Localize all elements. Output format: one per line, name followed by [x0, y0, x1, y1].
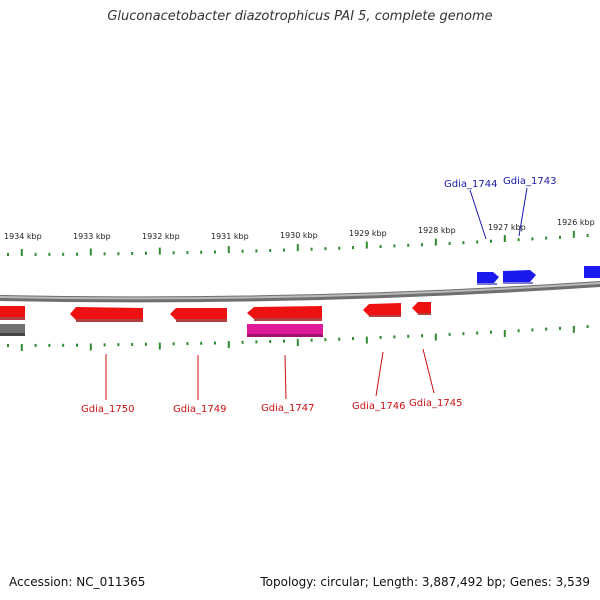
tick-labels: 1934 kbp 1933 kbp 1932 kbp 1931 kbp 1930… [4, 218, 595, 241]
leader-gdia-1744 [469, 189, 487, 240]
feature-magenta-shadow [247, 334, 323, 337]
gene-labels: Gdia_1744 Gdia_1743 Gdia_1750 Gdia_1749 … [81, 176, 556, 415]
feature-magenta[interactable] [247, 324, 323, 335]
gene-gdia-1744-shadow [477, 283, 497, 285]
label-gdia-1745[interactable]: Gdia_1745 [409, 398, 462, 409]
gene-reverse-edge[interactable] [0, 306, 25, 318]
gene-gdia-1750[interactable] [70, 307, 143, 320]
map-title: Gluconacetobacter diazotrophicus PAI 5, … [107, 9, 493, 24]
gene-forward-edge[interactable] [584, 266, 600, 278]
tick-label-1926: 1926 kbp [557, 218, 595, 227]
label-gdia-1746[interactable]: Gdia_1746 [352, 401, 405, 412]
tick-row-forward [7, 230, 589, 256]
tick-label-1931: 1931 kbp [211, 232, 249, 241]
reverse-genes [0, 302, 431, 322]
gene-gdia-1750-shadow [76, 319, 143, 322]
forward-genes [477, 266, 600, 285]
tick-label-1927: 1927 kbp [488, 223, 526, 232]
tick-label-1934: 1934 kbp [4, 232, 42, 241]
gene-gdia-1746[interactable] [363, 303, 401, 316]
gene-gdia-1743[interactable] [503, 270, 536, 283]
leader-lines [105, 187, 528, 400]
genome-summary: Topology: circular; Length: 3,887,492 bp… [260, 575, 590, 589]
label-gdia-1744[interactable]: Gdia_1744 [444, 179, 497, 190]
leader-gdia-1743 [518, 187, 528, 237]
gene-gdia-1743-shadow [503, 282, 533, 284]
label-gdia-1747[interactable]: Gdia_1747 [261, 403, 314, 414]
tick-label-1930: 1930 kbp [280, 231, 318, 240]
gene-gdia-1747-shadow [254, 318, 322, 321]
tick-label-1929: 1929 kbp [349, 229, 387, 238]
leader-gdia-1747 [284, 354, 287, 400]
tick-row-reverse [7, 325, 589, 351]
gene-gdia-1749-shadow [176, 319, 227, 322]
gene-gdia-1745[interactable] [412, 302, 431, 314]
label-gdia-1743[interactable]: Gdia_1743 [503, 176, 556, 187]
label-gdia-1749[interactable]: Gdia_1749 [173, 404, 226, 415]
gene-gdia-1746-shadow [369, 315, 401, 317]
gene-gdia-1745-shadow [418, 313, 431, 315]
gene-reverse-edge-shadow [0, 317, 25, 320]
gene-gdia-1749[interactable] [170, 308, 227, 320]
tick-label-1928: 1928 kbp [418, 226, 456, 235]
gene-gdia-1744[interactable] [477, 272, 499, 284]
accession-text: Accession: NC_011365 [9, 575, 146, 589]
leader-gdia-1746 [375, 351, 384, 397]
genome-backbone [0, 281, 600, 303]
feature-gray-shadow [0, 333, 25, 336]
gene-gdia-1747[interactable] [247, 306, 322, 319]
other-features [0, 324, 323, 337]
feature-gray[interactable] [0, 324, 25, 334]
leader-gdia-1745 [422, 348, 435, 394]
label-gdia-1750[interactable]: Gdia_1750 [81, 404, 134, 415]
tick-label-1932: 1932 kbp [142, 232, 180, 241]
tick-label-1933: 1933 kbp [73, 232, 111, 241]
